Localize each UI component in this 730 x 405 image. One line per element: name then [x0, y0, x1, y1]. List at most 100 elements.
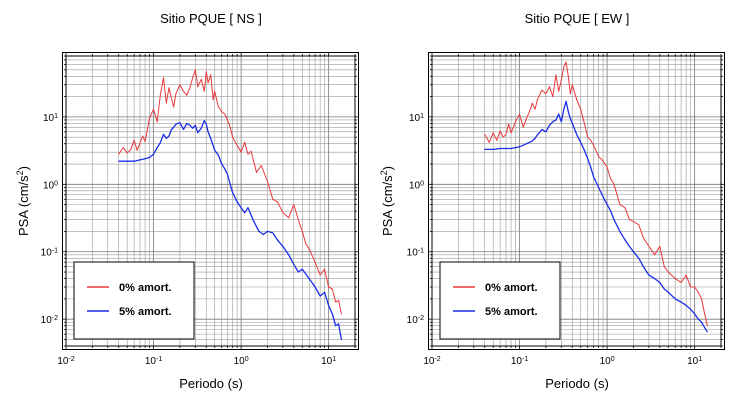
data-point — [253, 221, 255, 223]
data-point — [694, 286, 696, 288]
data-point — [593, 144, 594, 146]
data-point — [144, 158, 146, 160]
y-tick-exponent: -1 — [418, 247, 424, 254]
data-point — [186, 122, 188, 124]
x-tick-label: 10-1 — [145, 356, 162, 368]
plot-border — [431, 55, 722, 347]
data-point — [590, 166, 592, 168]
data-point — [200, 127, 202, 129]
data-point — [130, 148, 132, 150]
x-tick-base: 10 — [57, 356, 69, 367]
data-point — [510, 148, 512, 149]
data-point — [331, 313, 333, 315]
data-point — [704, 313, 706, 315]
x-tick-base: 10 — [321, 356, 333, 367]
data-point — [217, 154, 219, 156]
data-point — [549, 86, 550, 88]
data-point — [314, 261, 316, 263]
data-point — [308, 248, 310, 250]
data-point — [567, 111, 569, 113]
legend-box — [73, 261, 195, 340]
data-point — [207, 131, 209, 133]
data-point — [706, 331, 708, 333]
data-point — [555, 119, 557, 121]
x-tick-exponent: -2 — [68, 356, 74, 363]
data-point — [529, 111, 530, 113]
data-point — [126, 160, 128, 162]
data-point — [272, 198, 274, 200]
data-point — [536, 99, 538, 101]
y-tick-base: 10 — [43, 113, 55, 124]
data-point — [587, 136, 589, 138]
data-point — [613, 219, 615, 221]
data-point — [288, 217, 290, 219]
y-axis-label: PSA (cm/s2) — [379, 166, 395, 236]
data-point — [224, 113, 226, 115]
chart-title: Sitio PQUE [ EW ] — [525, 11, 630, 26]
data-point — [576, 99, 578, 101]
data-point — [314, 286, 316, 288]
data-point — [240, 207, 242, 209]
data-point — [156, 147, 158, 149]
series-line — [484, 100, 708, 333]
data-point — [305, 243, 307, 245]
data-point — [175, 93, 177, 95]
y-tick-label: 100 — [409, 180, 424, 192]
data-point — [227, 119, 228, 121]
y-tick-base: 10 — [407, 248, 419, 259]
data-point — [590, 139, 592, 141]
data-point — [690, 286, 692, 288]
data-point — [558, 113, 560, 115]
data-point — [256, 171, 257, 173]
legend-label: 5% amort. — [485, 306, 538, 318]
data-point — [189, 87, 191, 89]
data-point — [624, 239, 626, 241]
data-point — [624, 207, 626, 209]
y-tick-exponent: 1 — [420, 112, 424, 119]
data-point — [319, 274, 321, 276]
data-point — [536, 134, 538, 136]
y-tick-exponent: 1 — [54, 112, 58, 119]
data-point — [149, 157, 150, 158]
x-tick-base: 10 — [687, 356, 699, 367]
data-point — [118, 153, 120, 155]
data-point — [552, 96, 554, 98]
data-point — [515, 121, 516, 123]
data-point — [531, 140, 533, 142]
data-point — [160, 141, 161, 143]
data-point — [197, 132, 199, 134]
data-point — [567, 75, 569, 77]
data-point — [144, 141, 146, 143]
data-point — [205, 71, 207, 73]
y-tick-exponent: 0 — [420, 180, 424, 187]
data-point — [247, 207, 249, 209]
data-point — [160, 93, 161, 95]
data-point — [638, 257, 640, 259]
data-point — [697, 318, 699, 320]
data-point — [565, 100, 567, 102]
data-point — [654, 254, 656, 256]
plot-border — [65, 55, 356, 347]
data-point — [505, 133, 507, 135]
data-point — [701, 298, 703, 300]
plot-outer-border — [428, 52, 725, 350]
data-point — [606, 204, 608, 206]
data-point — [335, 301, 337, 303]
data-point — [598, 186, 600, 188]
data-point — [484, 148, 486, 150]
x-tick-exponent: -2 — [434, 356, 440, 363]
data-point — [338, 299, 340, 301]
x-axis-label: Periodo (s) — [179, 376, 243, 391]
legend-box — [439, 261, 561, 340]
data-point — [565, 61, 567, 63]
data-point — [522, 144, 524, 146]
data-point — [690, 308, 692, 310]
data-point — [488, 141, 490, 143]
y-tick-base: 10 — [407, 315, 419, 326]
y-tick-label: 10-2 — [41, 315, 58, 327]
data-point — [667, 271, 669, 273]
data-point — [558, 90, 560, 92]
data-point — [229, 126, 231, 128]
x-tick-label: 10-1 — [511, 356, 528, 368]
data-point — [593, 176, 594, 178]
